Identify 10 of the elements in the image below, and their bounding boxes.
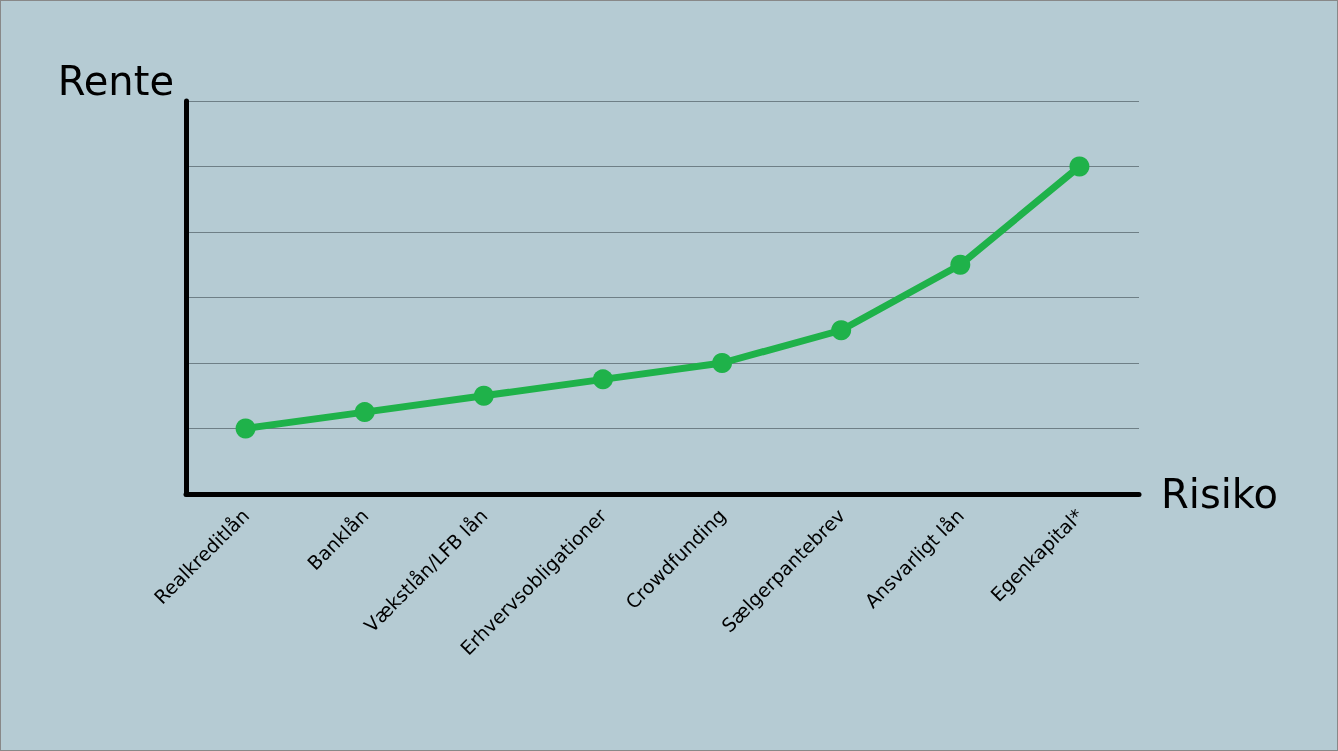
point [712, 353, 733, 373]
y-axis-title: Rente [57, 58, 174, 104]
point [354, 402, 375, 423]
point [473, 385, 494, 406]
x-axis-title: Risiko [1161, 471, 1279, 517]
point [831, 320, 852, 341]
point [1069, 156, 1090, 177]
point [950, 254, 971, 275]
point [235, 418, 256, 439]
point [592, 369, 613, 390]
